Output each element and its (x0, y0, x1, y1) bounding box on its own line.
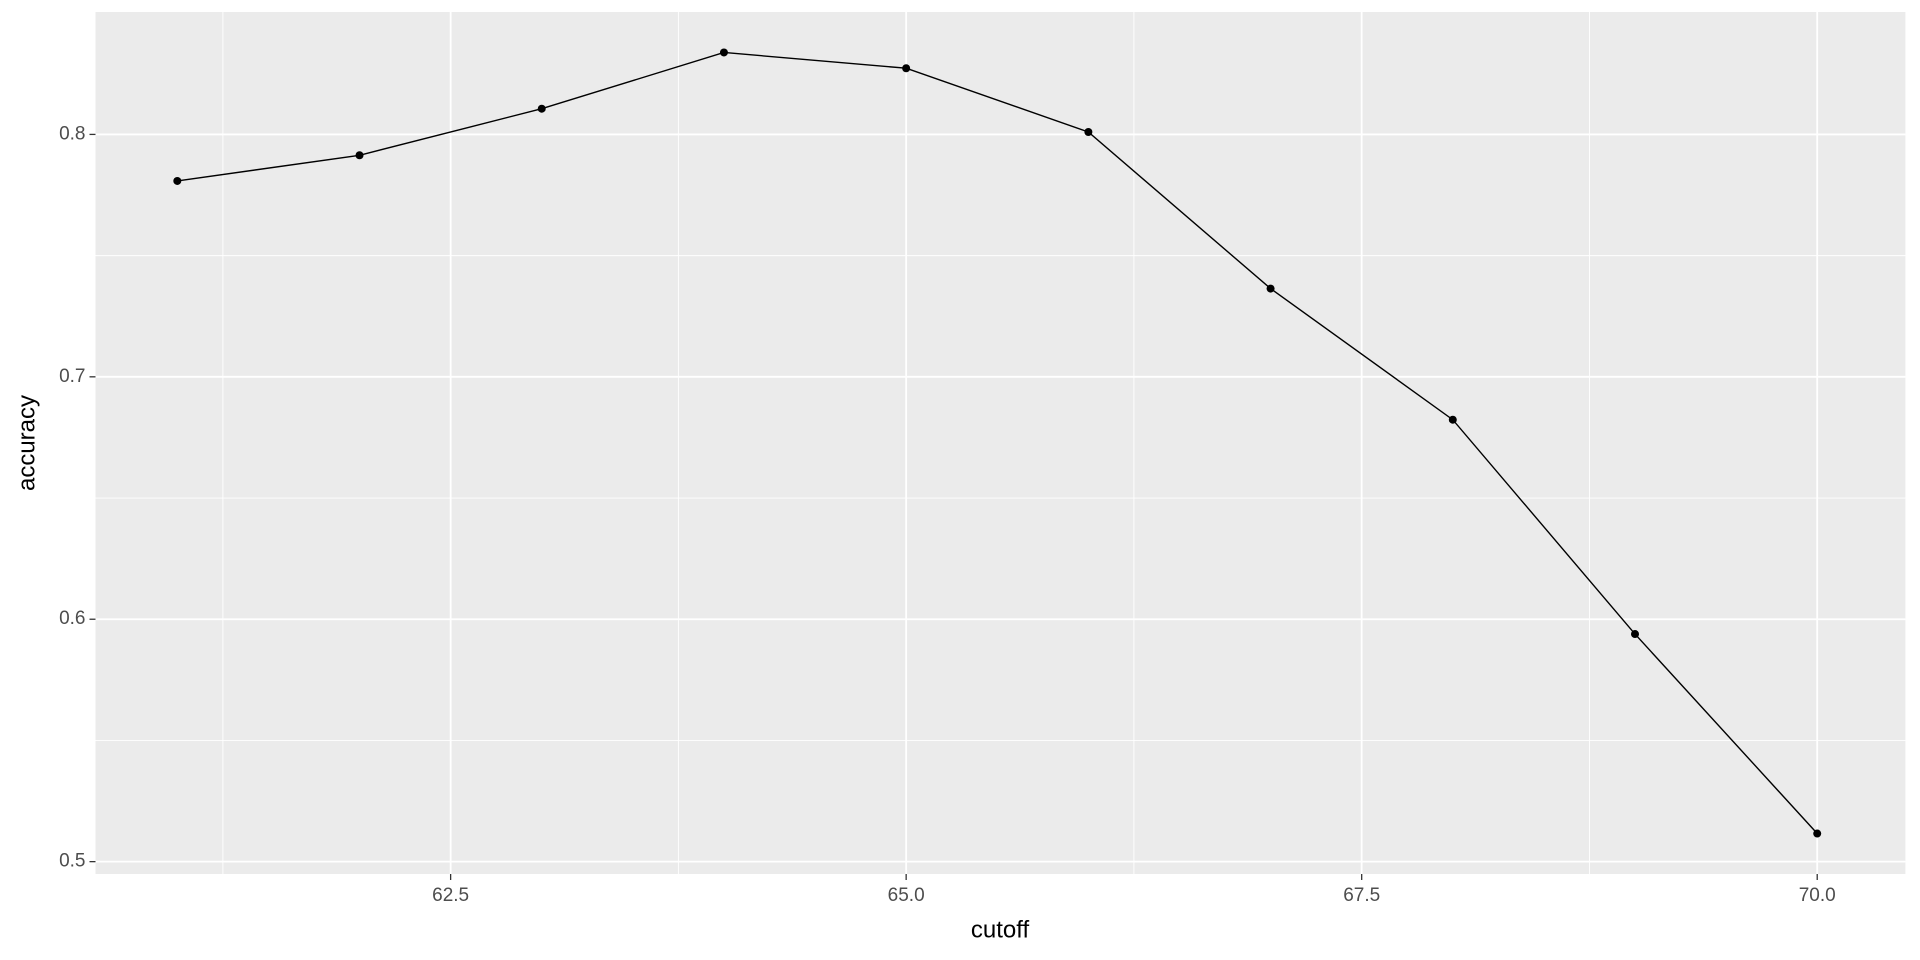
line (177, 51, 1818, 834)
point (719, 48, 728, 57)
y-tick-label: 0.6 (59, 608, 85, 629)
point (1084, 127, 1093, 136)
point (355, 151, 364, 160)
x-tick-label: 70.0 (1799, 885, 1836, 906)
point (1448, 415, 1457, 424)
x-tick-label: 62.5 (432, 885, 469, 906)
point (1630, 630, 1639, 639)
point (1813, 829, 1822, 838)
panel (95, 12, 1906, 874)
point (537, 104, 546, 113)
x-axis-title: cutoff (971, 916, 1030, 943)
point (1266, 284, 1275, 293)
y-tick-label: 0.7 (59, 366, 85, 387)
point (902, 64, 911, 73)
y-tick-label: 0.8 (59, 123, 85, 144)
point (173, 176, 182, 185)
x-tick-label: 65.0 (888, 885, 925, 906)
y-tick-label: 0.5 (59, 851, 85, 872)
y-axis-title: accuracy (13, 395, 40, 491)
x-tick-label: 67.5 (1343, 885, 1380, 906)
plot-panel (95, 12, 1906, 874)
